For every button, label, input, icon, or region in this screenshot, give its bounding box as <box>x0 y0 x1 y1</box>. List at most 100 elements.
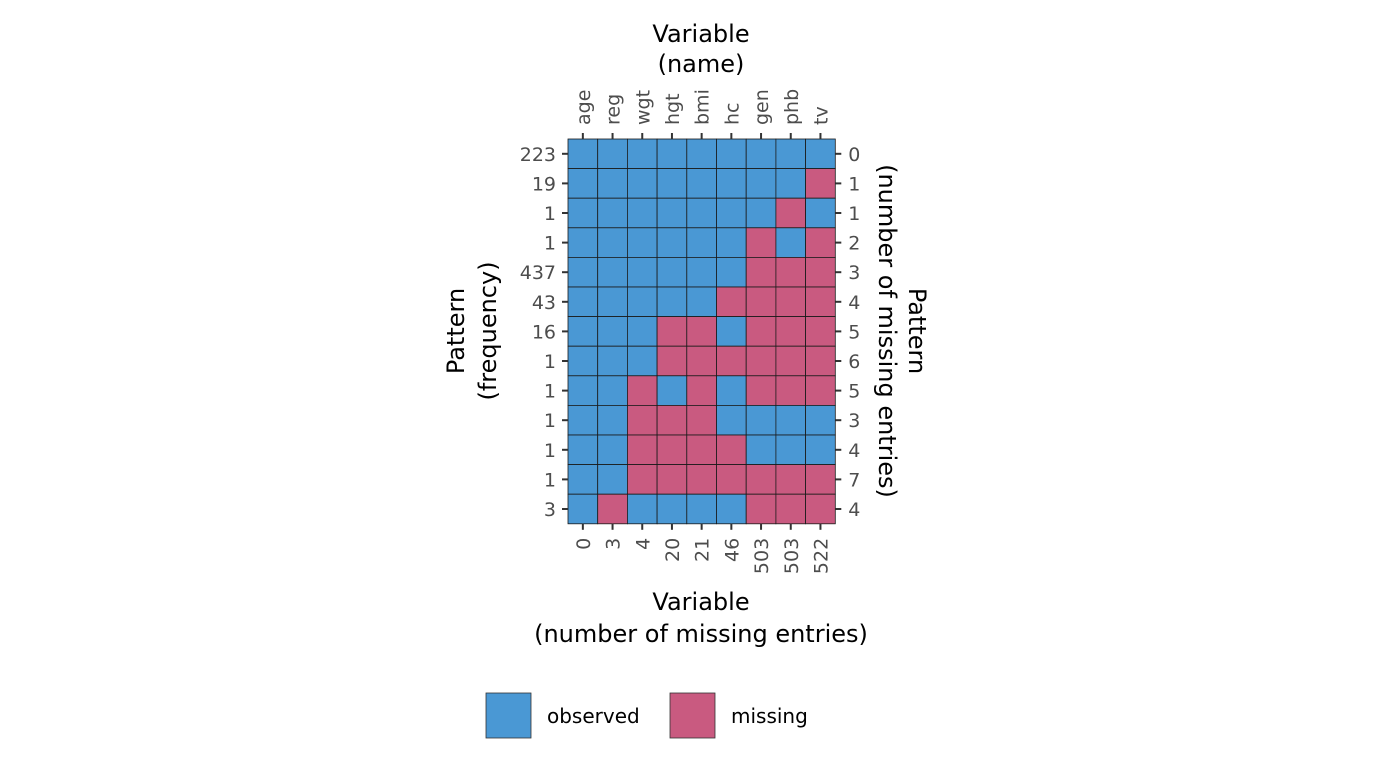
heatmap-cell <box>627 464 658 495</box>
heatmap-cell <box>716 345 747 377</box>
heatmap-cell <box>686 256 717 288</box>
legend-swatch-observed <box>485 692 532 739</box>
bottom-axis-tick-label: 0 <box>573 538 595 550</box>
heatmap-cell <box>597 197 628 229</box>
heatmap-cell <box>686 168 717 199</box>
top-axis-tick-labels: age reg wgt hgt bmi hc gen phb tv <box>573 89 833 125</box>
right-axis-tick-label: 0 <box>848 144 860 166</box>
right-axis-tick-label: 1 <box>848 173 860 195</box>
heatmap-cell <box>745 197 777 229</box>
left-axis-tick-labels: 223 19 1 1 437 43 16 1 1 1 1 1 3 <box>520 144 556 521</box>
heatmap-cell <box>775 464 807 495</box>
top-axis-tick-label: gen <box>751 89 773 125</box>
left-axis-tick-label: 1 <box>544 469 556 491</box>
heatmap-cell <box>805 404 836 436</box>
heatmap-cell <box>597 493 628 525</box>
left-axis-tick-label: 1 <box>544 410 556 432</box>
heatmap-cell <box>745 464 777 495</box>
right-axis-tick-label: 4 <box>848 440 860 462</box>
top-axis-title-line1: Variable <box>652 20 749 48</box>
heatmap-cell <box>567 286 599 318</box>
heatmap-cell <box>686 138 717 170</box>
bottom-axis-tick-label: 20 <box>662 538 684 562</box>
left-axis-tick-label: 43 <box>532 292 556 314</box>
heatmap-cell <box>567 404 599 436</box>
heatmap-cell <box>745 434 777 466</box>
heatmap-cell <box>627 375 658 406</box>
left-axis-tick-label: 1 <box>544 381 556 403</box>
heatmap-cell <box>745 168 777 199</box>
left-axis-title-line2: (frequency) <box>474 261 502 400</box>
heatmap-cell <box>656 197 688 229</box>
heatmap-cell <box>627 434 658 466</box>
heatmap-cell <box>656 345 688 377</box>
heatmap-cell <box>716 493 747 525</box>
top-axis-tick-label: wgt <box>632 90 654 125</box>
heatmap-cell <box>716 375 747 406</box>
top-axis-title-line2: (name) <box>658 50 745 78</box>
bottom-axis-title-line2: (number of missing entries) <box>534 620 868 648</box>
heatmap-cell <box>567 168 599 199</box>
heatmap-cell <box>627 345 658 377</box>
heatmap-cell <box>716 286 747 318</box>
bottom-axis-tick-label: 503 <box>781 538 803 574</box>
legend: observed missing <box>485 692 808 739</box>
heatmap-cell <box>775 375 807 406</box>
heatmap-cell <box>656 464 688 495</box>
heatmap-cell <box>805 464 836 495</box>
heatmap-cell <box>567 493 599 525</box>
top-axis-tick-label: hgt <box>662 93 684 125</box>
legend-label-missing: missing <box>731 704 808 728</box>
heatmap-cell <box>627 493 658 525</box>
heatmap-cell <box>597 227 628 258</box>
heatmap-cell <box>805 138 836 170</box>
heatmap-cell <box>716 464 747 495</box>
heatmap-cell <box>775 138 807 170</box>
heatmap-cell <box>656 168 688 199</box>
top-axis-tick-label: phb <box>781 89 803 125</box>
left-axis-tick-label: 437 <box>520 262 556 284</box>
heatmap-cell <box>686 493 717 525</box>
heatmap-cell <box>656 493 688 525</box>
right-axis-title-line1: Pattern <box>903 288 931 374</box>
right-axis-tick-label: 6 <box>848 351 860 373</box>
heatmap-cell <box>567 197 599 229</box>
heatmap-cell <box>745 375 777 406</box>
heatmap-cell <box>805 227 836 258</box>
right-axis-tick-label: 4 <box>848 499 860 521</box>
bottom-axis-tick-label: 46 <box>721 538 743 562</box>
heatmap-cell <box>745 256 777 288</box>
heatmap-cell <box>686 197 717 229</box>
left-axis-tick-label: 16 <box>532 321 556 343</box>
right-axis-tick-label: 2 <box>848 233 860 255</box>
heatmap-cell <box>686 316 717 347</box>
heatmap-cell <box>627 168 658 199</box>
heatmap-cell <box>597 286 628 318</box>
heatmap-cell <box>775 316 807 347</box>
heatmap-cell <box>627 286 658 318</box>
heatmap-cell <box>686 227 717 258</box>
bottom-axis-tick-label: 522 <box>810 538 832 574</box>
heatmap-cell <box>805 286 836 318</box>
heatmap-cell <box>745 227 777 258</box>
left-axis-tick-label: 19 <box>532 173 556 195</box>
heatmap-cell <box>775 286 807 318</box>
heatmap-cell <box>597 138 628 170</box>
heatmap-cell <box>745 316 777 347</box>
left-axis-tick-label: 1 <box>544 203 556 225</box>
left-axis-tick-label: 223 <box>520 144 556 166</box>
heatmap-cell <box>656 286 688 318</box>
heatmap-cell <box>627 256 658 288</box>
left-axis-title-line1: Pattern <box>442 288 470 374</box>
heatmap-cell <box>686 286 717 318</box>
right-axis-tick-labels: 0 1 1 2 3 4 5 6 5 3 4 7 4 <box>848 144 860 521</box>
heatmap-cell <box>567 345 599 377</box>
heatmap-cell <box>775 434 807 466</box>
right-axis-tick-label: 5 <box>848 381 860 403</box>
heatmap-cells <box>567 138 836 525</box>
heatmap-cell <box>805 256 836 288</box>
axis-ticks <box>562 133 842 530</box>
heatmap-cell <box>656 434 688 466</box>
heatmap-cell <box>686 404 717 436</box>
